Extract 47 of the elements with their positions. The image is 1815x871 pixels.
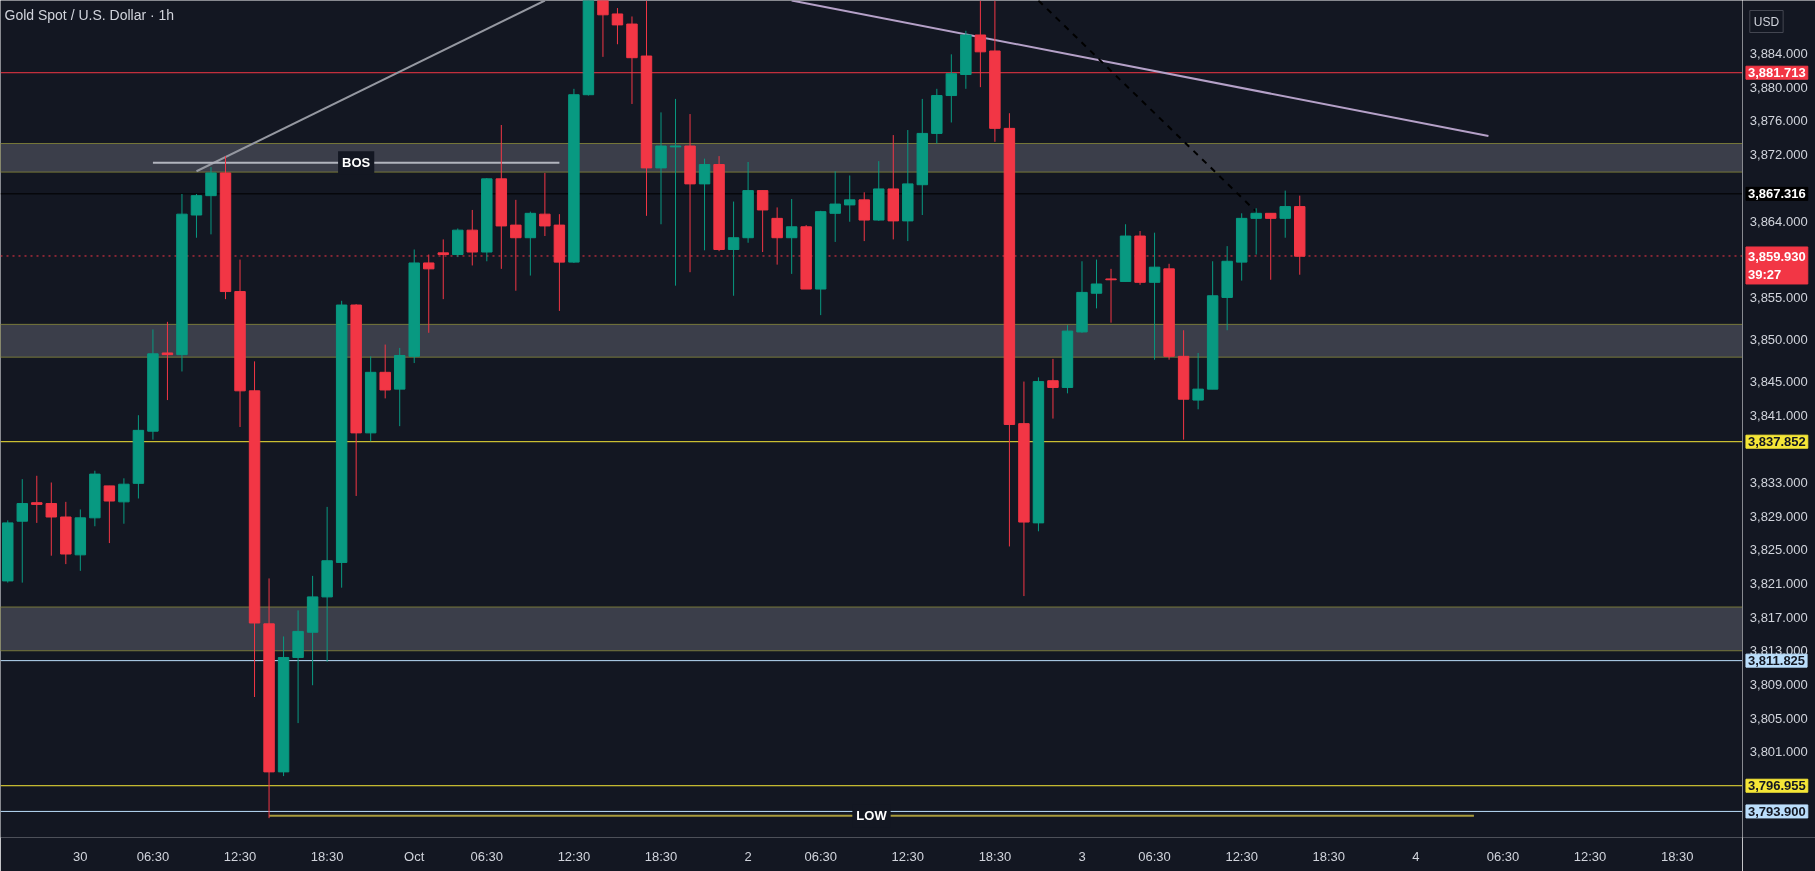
y-tick-label: 3,872.000 — [1749, 146, 1808, 162]
ref-line-label: 3,796.955 — [1747, 778, 1806, 794]
y-tick-label: 3,845.000 — [1749, 374, 1808, 390]
x-tick-label: 18:30 — [1312, 848, 1346, 864]
y-tick-label: 3,829.000 — [1749, 508, 1808, 524]
y-tick-label: 3,855.000 — [1749, 289, 1808, 305]
y-tick-label: 3,801.000 — [1749, 744, 1808, 760]
y-tick-label: 3,805.000 — [1749, 710, 1808, 726]
ref-line-label: 3,859.930 39:27 — [1747, 248, 1806, 282]
y-tick-label: 3,821.000 — [1749, 575, 1808, 591]
y-tick-label: 3,880.000 — [1749, 79, 1808, 95]
x-tick-label: 06:30 — [1486, 848, 1520, 864]
x-tick-label: 18:30 — [644, 848, 678, 864]
x-tick-label: 12:30 — [891, 848, 925, 864]
x-tick-label: 12:30 — [1225, 848, 1258, 864]
x-tick-label: 3 — [1078, 848, 1086, 864]
chart-title: Gold Spot / U.S. Dollar · 1h — [4, 6, 175, 23]
ref-line-label: 3,793.900 — [1747, 803, 1806, 819]
text: USD — [1753, 14, 1780, 29]
x-tick-label: 18:30 — [310, 848, 344, 864]
y-tick-label: 3,850.000 — [1749, 332, 1808, 348]
series-label: BOS — [342, 155, 371, 171]
series-label: LOW — [856, 808, 888, 824]
y-tick-label: 3,841.000 — [1749, 407, 1808, 423]
x-tick-label: 12:30 — [1573, 848, 1607, 864]
ref-line-label: 3,837.852 — [1747, 434, 1806, 450]
x-tick-label: Oct — [404, 848, 425, 864]
x-tick-label: 06:30 — [1138, 848, 1171, 864]
x-tick-label: 06:30 — [136, 848, 170, 864]
x-tick-label: 4 — [1412, 848, 1420, 864]
x-tick-label: 30 — [73, 848, 88, 864]
y-tick-label: 3,884.000 — [1749, 46, 1808, 61]
x-tick-label: 2 — [744, 848, 752, 864]
y-tick-label: 3,876.000 — [1749, 113, 1808, 129]
y-tick-label: 3,864.000 — [1749, 214, 1808, 230]
x-tick-label: 18:30 — [1660, 848, 1694, 864]
y-tick-label: 3,833.000 — [1749, 475, 1808, 491]
x-tick-label: 12:30 — [557, 848, 591, 864]
y-tick-label: 3,825.000 — [1749, 542, 1808, 558]
x-tick-label: 12:30 — [223, 848, 257, 864]
x-tick-label: 06:30 — [804, 848, 837, 864]
x-tick-label: 06:30 — [470, 848, 504, 864]
y-tick-label: 3,809.000 — [1749, 676, 1808, 692]
x-tick-label: 18:30 — [978, 848, 1012, 864]
y-tick-label: 3,817.000 — [1749, 609, 1808, 625]
ref-line-label: 3,881.713 — [1747, 65, 1806, 81]
ref-line-label: 3,867.316 — [1747, 186, 1806, 202]
